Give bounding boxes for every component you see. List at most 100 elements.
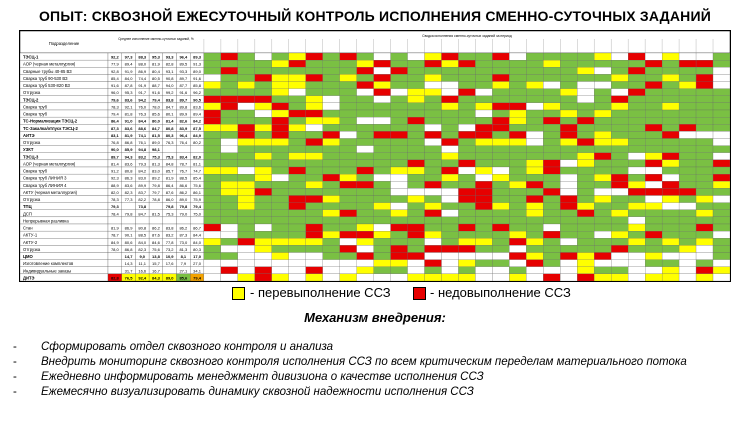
status-cell — [441, 159, 459, 168]
status-cell — [543, 67, 561, 75]
status-cell — [695, 67, 714, 75]
status-cell — [611, 195, 629, 203]
status-cell — [611, 216, 629, 225]
status-cell — [628, 81, 646, 89]
status-cell — [237, 216, 255, 225]
status-cell — [220, 188, 238, 196]
status-cell — [594, 166, 612, 175]
row-label: ТЭСЦ-2 — [23, 97, 39, 102]
status-cell — [339, 231, 357, 239]
status-cell — [441, 245, 459, 253]
row-label: ТПЦ — [23, 204, 33, 209]
status-cell — [645, 223, 663, 232]
status-cell — [322, 124, 340, 132]
status-cell — [712, 124, 730, 132]
status-cell — [577, 266, 595, 274]
status-cell — [678, 81, 697, 89]
row-label: Сварка труб ЛИНИЯ 4 — [23, 183, 67, 188]
value-text: 84,0 — [125, 76, 134, 81]
status-cell — [475, 166, 493, 175]
status-cell — [695, 152, 714, 160]
status-cell — [661, 181, 680, 189]
status-cell — [492, 266, 510, 274]
status-cell — [661, 202, 680, 210]
status-cell — [712, 67, 730, 75]
status-cell — [339, 202, 357, 210]
status-cell — [678, 252, 697, 260]
value-text: 95,3 — [152, 55, 161, 60]
status-cell — [305, 109, 323, 118]
status-cell — [254, 209, 272, 217]
status-cell — [475, 174, 493, 182]
status-cell — [407, 223, 425, 232]
status-cell — [356, 266, 374, 274]
status-cell — [271, 216, 289, 225]
value-text: 17,6 — [166, 261, 175, 266]
status-cell — [645, 259, 663, 267]
status-cell — [661, 124, 680, 132]
status-cell — [526, 109, 544, 118]
status-cell — [458, 245, 476, 253]
value-text: 80,8 — [125, 169, 134, 174]
status-cell — [390, 266, 408, 274]
row-label: Отгрузка — [23, 247, 41, 252]
status-cell — [441, 117, 459, 125]
status-cell — [271, 202, 289, 210]
status-cell — [628, 145, 646, 153]
status-cell — [661, 52, 680, 61]
value-text: 89,8 — [179, 104, 188, 109]
status-cell — [628, 138, 646, 146]
status-cell — [220, 60, 238, 68]
status-cell — [458, 109, 476, 118]
value-text: 86,8 — [125, 247, 134, 252]
status-cell — [288, 81, 306, 89]
status-cell — [661, 95, 680, 103]
status-cell — [441, 231, 459, 239]
status-cell — [492, 223, 510, 232]
status-cell — [577, 174, 595, 182]
status-cell — [305, 145, 323, 153]
status-cell — [407, 152, 425, 160]
value-text: 78,0 — [111, 247, 120, 252]
status-cell — [611, 231, 629, 239]
status-cell — [645, 81, 663, 89]
status-cell — [458, 152, 476, 160]
status-cell — [611, 67, 629, 75]
status-cell — [526, 174, 544, 182]
status-cell — [475, 138, 493, 146]
value-text: 77,8 — [166, 240, 175, 245]
status-cell — [339, 152, 357, 160]
status-cell — [203, 202, 221, 210]
status-cell — [339, 109, 357, 118]
status-cell — [678, 216, 697, 225]
value-text: 79,0 — [179, 211, 188, 216]
legend-overfulfilment-label: - перевыполнение ССЗ — [250, 285, 391, 300]
status-cell — [712, 74, 730, 82]
value-text: 84,2 — [193, 119, 202, 124]
status-cell — [356, 67, 374, 75]
status-cell — [203, 259, 221, 267]
status-cell — [237, 67, 255, 75]
status-cell — [678, 174, 697, 182]
status-cell — [695, 238, 714, 246]
status-cell — [645, 159, 663, 168]
status-cell — [305, 88, 323, 96]
status-cell — [543, 259, 561, 267]
status-cell — [390, 238, 408, 246]
status-cell — [322, 188, 340, 196]
value-text: 83,6 — [193, 104, 202, 109]
status-cell — [390, 202, 408, 210]
status-cell — [712, 117, 730, 125]
status-cell — [475, 245, 493, 253]
status-cell — [322, 231, 340, 239]
status-cell — [237, 102, 255, 111]
value-text: 84,7 — [166, 104, 175, 109]
status-cell — [220, 52, 238, 61]
status-cell — [695, 202, 714, 210]
status-cell — [661, 223, 680, 232]
status-cell — [356, 166, 374, 175]
status-cell — [678, 145, 697, 153]
status-cell — [475, 117, 493, 125]
value-text: 90,1 — [125, 233, 134, 238]
status-cell — [458, 60, 476, 68]
